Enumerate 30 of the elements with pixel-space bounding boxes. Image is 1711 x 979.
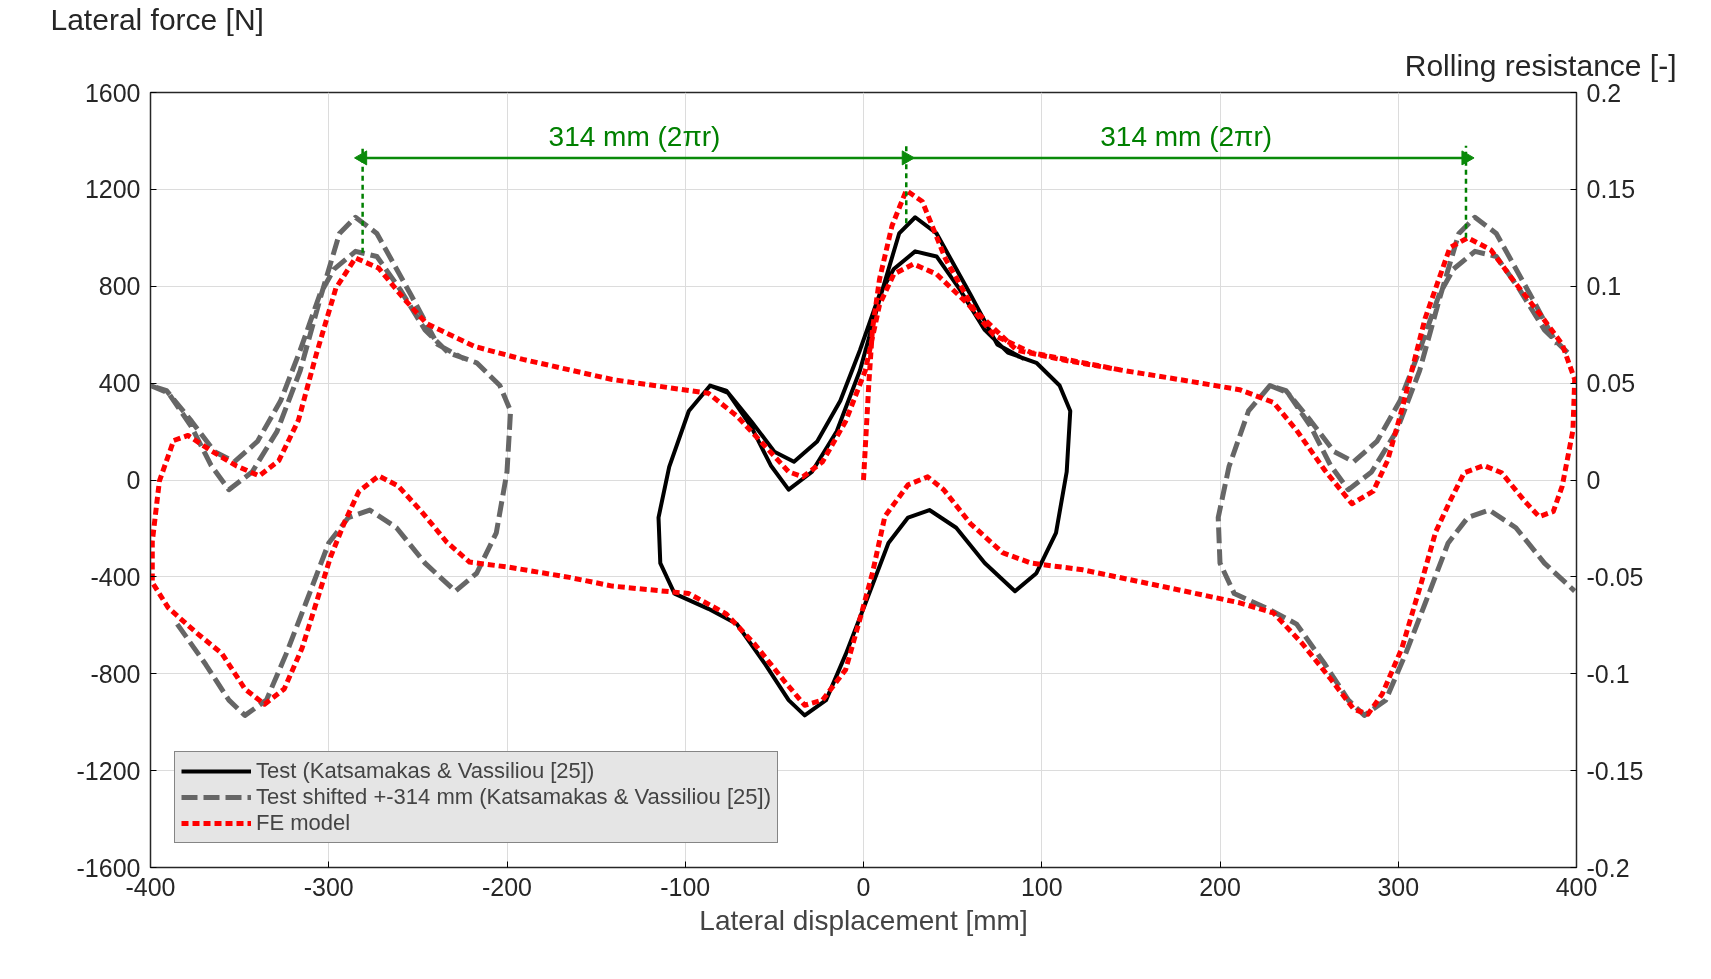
annotation: 314 mm (2πr) — [1100, 120, 1273, 152]
y-tick-label: 1200 — [84, 175, 141, 204]
legend-label: FE model — [256, 810, 351, 836]
y2-tick-label: -0.05 — [1586, 562, 1644, 591]
x-tick-label: 100 — [1020, 872, 1063, 901]
y2-tick-label: -0.1 — [1586, 659, 1630, 688]
annotation: 314 mm (2πr) — [548, 120, 721, 152]
x-tick-label: 0 — [856, 872, 871, 901]
y-tick-label: 0 — [126, 466, 141, 494]
legend-label: Test shifted +-314 mm (Katsamakas & Vassiliou [25]) — [256, 784, 771, 810]
x-tick-label: -100 — [660, 872, 711, 901]
y-tick-label: -1200 — [76, 756, 141, 785]
y2-tick-label: 0 — [1586, 466, 1601, 494]
y-axis-title: Lateral force [N] — [50, 2, 264, 36]
y2-tick-label: -0.15 — [1586, 756, 1644, 785]
y-tick-label: -800 — [90, 659, 141, 688]
x-tick-label: -300 — [303, 872, 354, 901]
y2-tick-label: 0.1 — [1586, 272, 1622, 301]
x-tick-label: 300 — [1377, 872, 1420, 901]
x-tick-label: 200 — [1199, 872, 1241, 901]
y-tick-label: 1600 — [84, 78, 141, 107]
y-tick-label: 800 — [98, 272, 141, 301]
x-tick-label: -200 — [481, 872, 533, 901]
line-series — [656, 215, 1073, 718]
y-tick-label: 400 — [98, 369, 141, 398]
y2-tick-label: 0.15 — [1586, 175, 1636, 204]
y2-tick-label: 0.05 — [1586, 369, 1636, 398]
y-tick-label: -400 — [90, 562, 141, 591]
x-axis-title: Lateral displacement [mm] — [699, 904, 1028, 936]
legend-label: Test (Katsamakas & Vassiliou [25]) — [256, 758, 595, 784]
